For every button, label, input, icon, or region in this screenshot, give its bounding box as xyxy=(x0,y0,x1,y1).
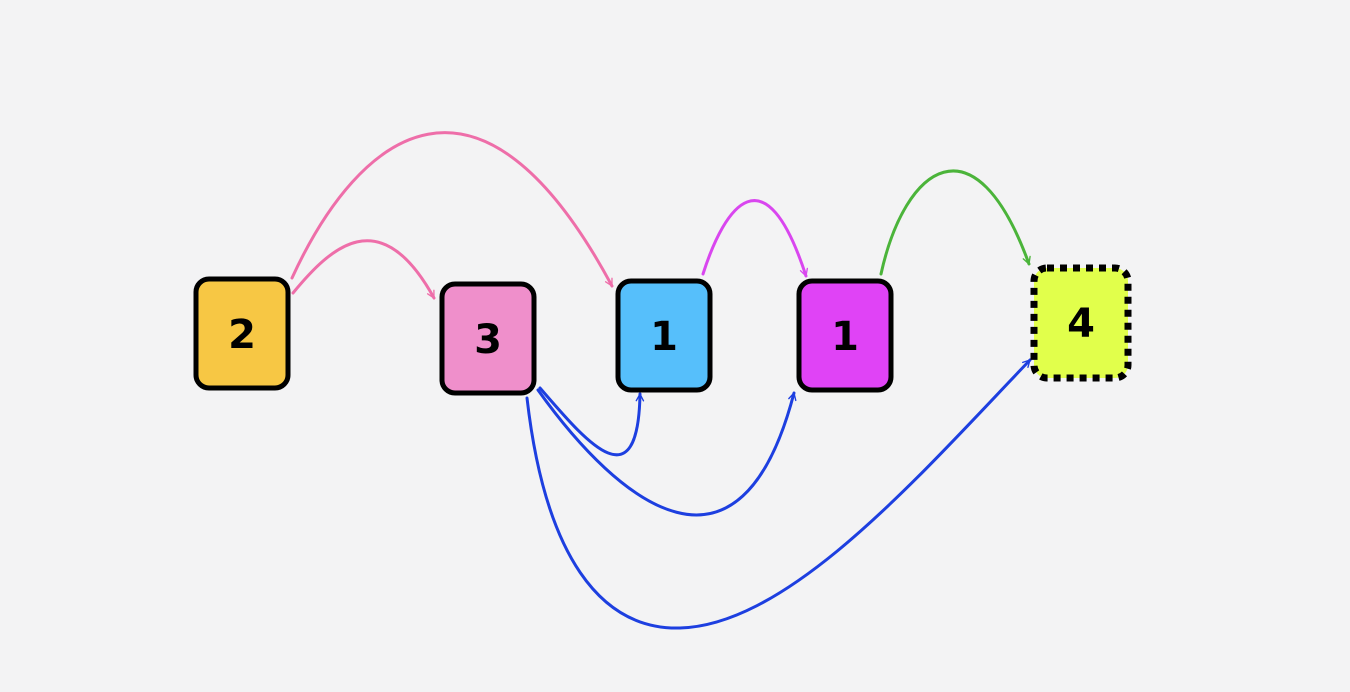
nodes: 2 3 1 1 4 xyxy=(193,264,1132,396)
node-box xyxy=(615,278,713,393)
node-label: 3 xyxy=(474,317,502,363)
node-label: 1 xyxy=(831,314,859,360)
node-3: 3 xyxy=(439,281,537,396)
edge-c-to-d xyxy=(701,199,809,278)
node-label: 1 xyxy=(650,314,678,360)
edge-b-to-c xyxy=(538,386,645,457)
edge-b-to-d xyxy=(536,388,797,517)
edges xyxy=(290,131,1032,630)
node-box xyxy=(439,281,537,396)
edge-b-to-e xyxy=(525,358,1032,630)
edge-a-to-c xyxy=(290,131,614,288)
node-1a: 1 xyxy=(615,278,713,393)
edge-a-to-b xyxy=(291,239,436,300)
edge-d-to-e xyxy=(879,169,1031,276)
node-box xyxy=(1030,264,1132,382)
node-2: 2 xyxy=(193,276,291,391)
node-1b: 1 xyxy=(796,278,894,393)
node-label: 2 xyxy=(228,312,256,358)
node-box xyxy=(796,278,894,393)
node-4: 4 xyxy=(1030,264,1132,382)
node-label: 4 xyxy=(1067,301,1095,347)
node-box xyxy=(193,276,291,391)
